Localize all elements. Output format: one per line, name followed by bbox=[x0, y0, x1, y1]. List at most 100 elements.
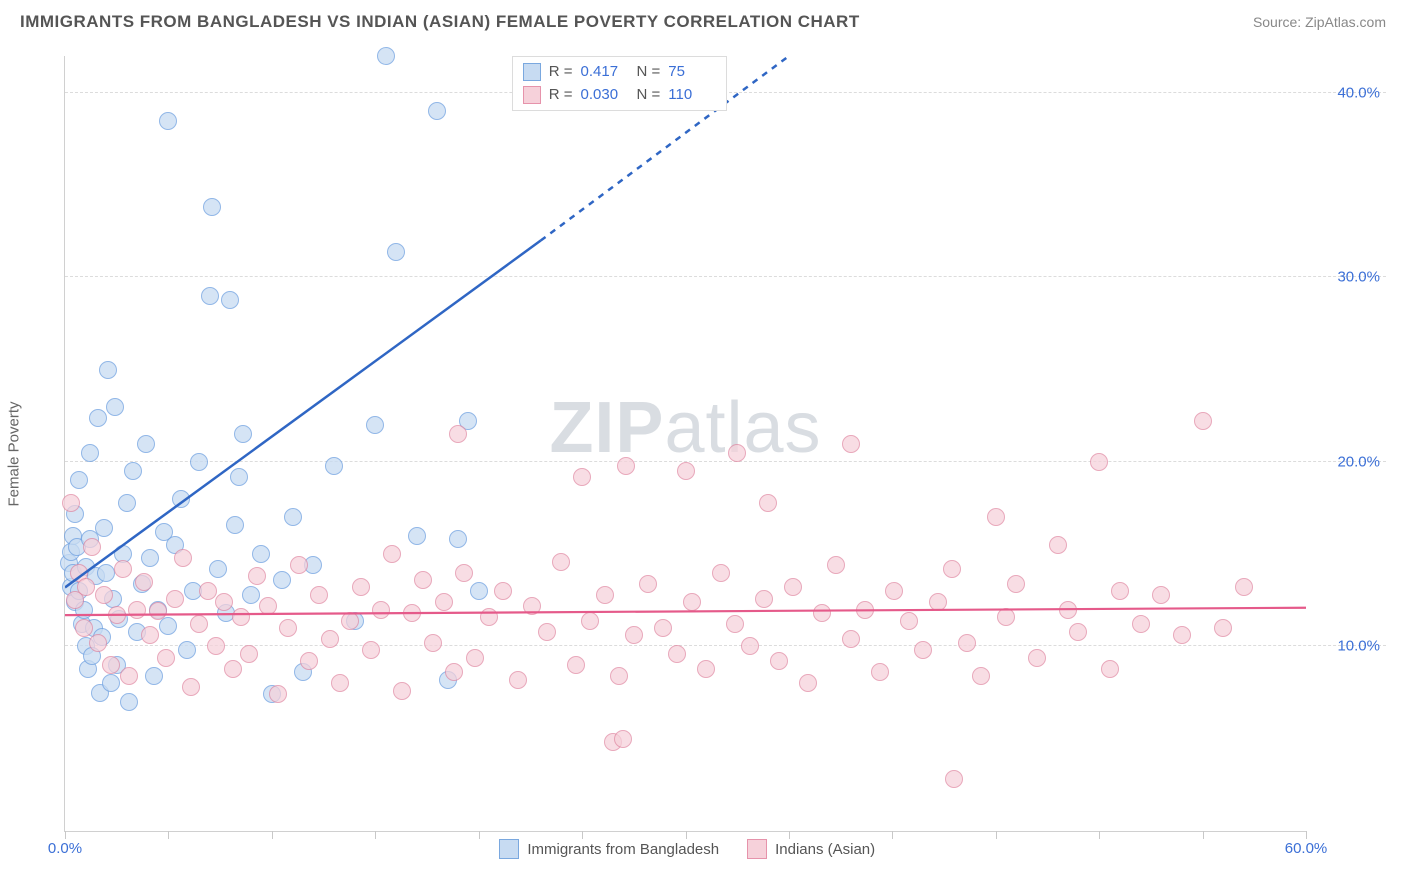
scatter-point bbox=[232, 608, 250, 626]
scatter-point bbox=[118, 494, 136, 512]
legend-stats-row: R =0.030N =110 bbox=[523, 84, 717, 107]
scatter-point bbox=[494, 582, 512, 600]
scatter-point bbox=[300, 652, 318, 670]
scatter-point bbox=[221, 291, 239, 309]
legend-n-value: 75 bbox=[668, 61, 716, 84]
scatter-point bbox=[190, 453, 208, 471]
scatter-point bbox=[172, 490, 190, 508]
source-prefix: Source: bbox=[1253, 14, 1305, 30]
scatter-point bbox=[987, 508, 1005, 526]
gridline bbox=[65, 276, 1386, 277]
y-tick-label: 40.0% bbox=[1337, 84, 1380, 101]
x-tick bbox=[1203, 831, 1204, 839]
scatter-point bbox=[914, 641, 932, 659]
x-tick bbox=[1306, 831, 1307, 839]
scatter-point bbox=[102, 656, 120, 674]
scatter-point bbox=[377, 47, 395, 65]
gridline bbox=[65, 461, 1386, 462]
scatter-point bbox=[325, 457, 343, 475]
x-tick bbox=[582, 831, 583, 839]
scatter-point bbox=[1235, 578, 1253, 596]
gridline bbox=[65, 645, 1386, 646]
scatter-point bbox=[403, 604, 421, 622]
scatter-point bbox=[137, 435, 155, 453]
scatter-point bbox=[83, 538, 101, 556]
scatter-point bbox=[242, 586, 260, 604]
legend-stats-box: R =0.417N =75R =0.030N =110 bbox=[512, 56, 728, 111]
scatter-point bbox=[99, 361, 117, 379]
scatter-point bbox=[190, 615, 208, 633]
scatter-point bbox=[1059, 601, 1077, 619]
scatter-point bbox=[120, 693, 138, 711]
scatter-point bbox=[352, 578, 370, 596]
scatter-point bbox=[141, 626, 159, 644]
scatter-point bbox=[614, 730, 632, 748]
scatter-point bbox=[284, 508, 302, 526]
scatter-point bbox=[842, 435, 860, 453]
scatter-point bbox=[470, 582, 488, 600]
scatter-point bbox=[755, 590, 773, 608]
scatter-point bbox=[393, 682, 411, 700]
scatter-point bbox=[89, 634, 107, 652]
scatter-point bbox=[445, 663, 463, 681]
scatter-point bbox=[639, 575, 657, 593]
scatter-point bbox=[321, 630, 339, 648]
scatter-point bbox=[449, 425, 467, 443]
scatter-point bbox=[799, 674, 817, 692]
scatter-point bbox=[408, 527, 426, 545]
scatter-point bbox=[166, 590, 184, 608]
x-tick bbox=[272, 831, 273, 839]
legend-label: Indians (Asian) bbox=[775, 841, 875, 858]
scatter-point bbox=[1028, 649, 1046, 667]
scatter-point bbox=[157, 649, 175, 667]
scatter-point bbox=[149, 602, 167, 620]
scatter-point bbox=[215, 593, 233, 611]
scatter-point bbox=[273, 571, 291, 589]
scatter-point bbox=[203, 198, 221, 216]
scatter-point bbox=[509, 671, 527, 689]
legend-r-label: R = bbox=[549, 61, 573, 84]
scatter-point bbox=[523, 597, 541, 615]
scatter-point bbox=[224, 660, 242, 678]
scatter-point bbox=[1090, 453, 1108, 471]
scatter-point bbox=[372, 601, 390, 619]
scatter-point bbox=[1101, 660, 1119, 678]
scatter-point bbox=[900, 612, 918, 630]
scatter-point bbox=[75, 619, 93, 637]
x-tick bbox=[686, 831, 687, 839]
scatter-point bbox=[201, 287, 219, 305]
scatter-point bbox=[207, 637, 225, 655]
scatter-point bbox=[310, 586, 328, 604]
scatter-point bbox=[135, 573, 153, 591]
scatter-point bbox=[929, 593, 947, 611]
scatter-point bbox=[610, 667, 628, 685]
source-text: Source: ZipAtlas.com bbox=[1253, 14, 1386, 30]
x-tick bbox=[375, 831, 376, 839]
scatter-point bbox=[871, 663, 889, 681]
legend-item: Immigrants from Bangladesh bbox=[499, 839, 719, 859]
scatter-point bbox=[726, 615, 744, 633]
scatter-point bbox=[1049, 536, 1067, 554]
x-tick bbox=[65, 831, 66, 839]
plot-area: ZIPatlas R =0.417N =75R =0.030N =110 Imm… bbox=[64, 56, 1306, 832]
scatter-point bbox=[97, 564, 115, 582]
trend-lines-layer bbox=[65, 56, 1306, 831]
watermark: ZIPatlas bbox=[549, 387, 821, 469]
scatter-point bbox=[770, 652, 788, 670]
scatter-point bbox=[813, 604, 831, 622]
scatter-point bbox=[683, 593, 701, 611]
scatter-point bbox=[581, 612, 599, 630]
scatter-point bbox=[1214, 619, 1232, 637]
legend-n-label: N = bbox=[637, 84, 661, 107]
scatter-point bbox=[95, 586, 113, 604]
scatter-point bbox=[538, 623, 556, 641]
scatter-point bbox=[199, 582, 217, 600]
legend-n-label: N = bbox=[637, 61, 661, 84]
scatter-point bbox=[573, 468, 591, 486]
x-tick bbox=[892, 831, 893, 839]
scatter-point bbox=[89, 409, 107, 427]
y-axis-label: Female Poverty bbox=[6, 401, 23, 506]
y-tick-label: 20.0% bbox=[1337, 453, 1380, 470]
scatter-point bbox=[1152, 586, 1170, 604]
scatter-point bbox=[331, 674, 349, 692]
